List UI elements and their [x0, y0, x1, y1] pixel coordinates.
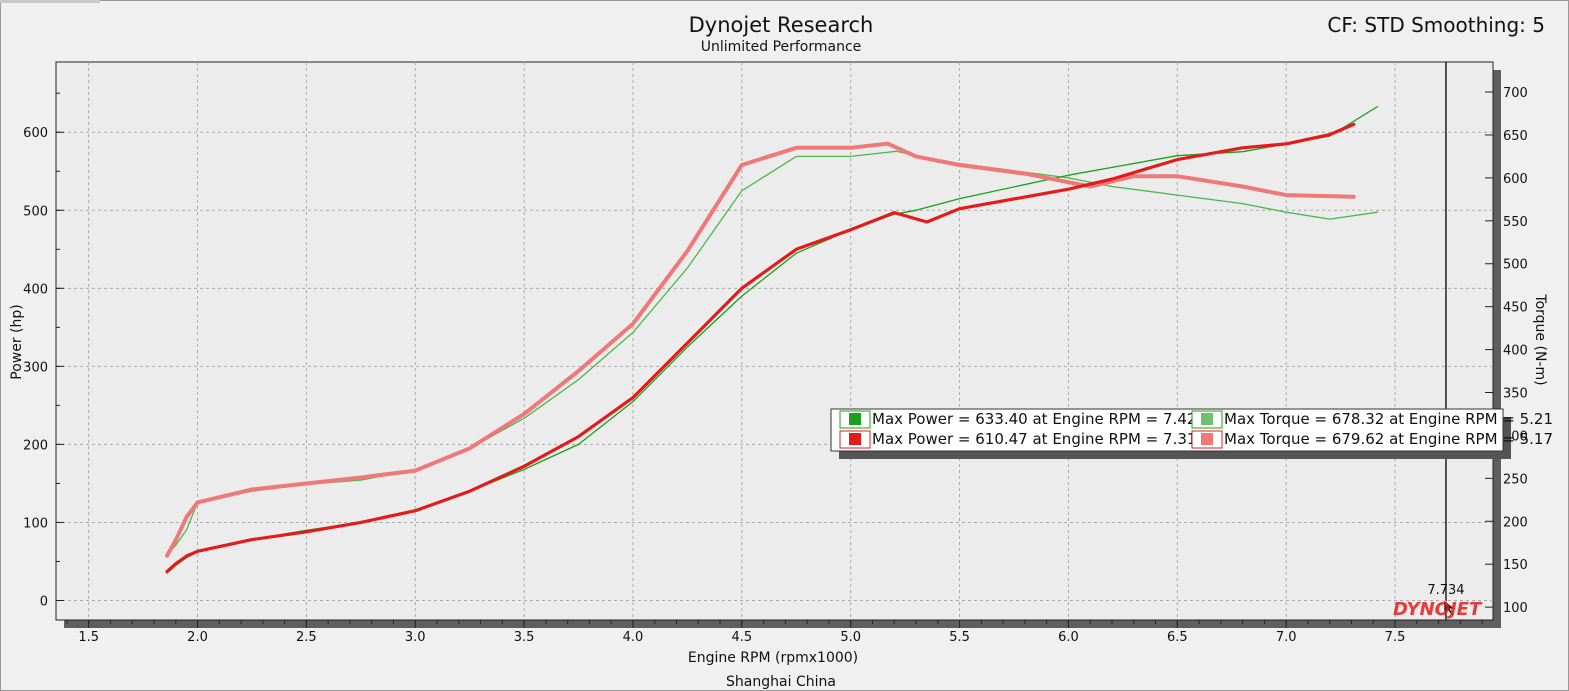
tab-strip[interactable]: [0, 0, 100, 3]
legend-item: Max Torque = 678.32 at Engine RPM = 5.21: [1191, 410, 1553, 429]
y-axis-label: Power (hp): [9, 304, 25, 379]
gridlines: [56, 62, 1493, 620]
x-tick-label: 3.5: [514, 630, 535, 645]
y2-tick-label: 400: [1503, 344, 1528, 359]
y-tick-label: 0: [40, 594, 48, 609]
footer-location: Shanghai China: [726, 674, 836, 690]
cursor-arrow-icon: [1443, 599, 1456, 617]
y-tick-label: 100: [23, 516, 48, 531]
legend-swatch-fill: [1201, 413, 1213, 425]
y2-tick-label: 450: [1503, 301, 1528, 316]
y2-axis-label: Torque (N-m): [1532, 293, 1548, 385]
legend-swatch-fill: [849, 433, 861, 445]
y2-tick-label: 350: [1503, 387, 1528, 402]
x-tick-label: 4.5: [731, 630, 752, 645]
x-tick-label: 6.5: [1167, 630, 1188, 645]
chart-title: Dynojet Research: [689, 13, 874, 37]
x-tick-label: 2.5: [296, 630, 317, 645]
legend-label: Max Power = 610.47 at Engine RPM = 7.31: [872, 430, 1196, 448]
x-tick-label: 6.0: [1058, 630, 1079, 645]
legend-item: Max Torque = 679.62 at Engine RPM = 5.17: [1191, 430, 1553, 449]
x-axis-label: Engine RPM (rpmx1000): [688, 650, 858, 666]
dynojet-logo: DYNOJET: [1393, 599, 1483, 620]
y-tick-label: 300: [23, 360, 48, 375]
y2-tick-label: 200: [1503, 515, 1528, 530]
y2-tick-label: 100: [1503, 601, 1528, 616]
y2-tick-label: 700: [1503, 86, 1528, 101]
y-tick-label: 600: [23, 126, 48, 141]
x-tick-label: 1.5: [78, 630, 99, 645]
x-tick-label: 7.0: [1276, 630, 1297, 645]
legend: Max Power = 633.40 at Engine RPM = 7.42 …: [830, 408, 1553, 459]
y2-tick-label: 150: [1503, 558, 1528, 573]
x-tick-label: 5.0: [840, 630, 861, 645]
chart-subtitle: Unlimited Performance: [701, 39, 862, 55]
legend-swatch-fill: [849, 413, 861, 425]
x-tick-label: 4.0: [623, 630, 644, 645]
rpm-cursor-value: 7.734: [1427, 583, 1464, 598]
y2-tick-label: 250: [1503, 472, 1528, 487]
legend-label: Max Power = 633.40 at Engine RPM = 7.42: [872, 410, 1196, 428]
series-group: [165, 105, 1379, 574]
legend-item: Max Power = 633.40 at Engine RPM = 7.42: [839, 410, 1196, 429]
legend-label: Max Torque = 679.62 at Engine RPM = 5.17: [1224, 430, 1553, 448]
y-axis-power: 0 100 200 300 400 500 600: [23, 92, 64, 609]
y-tick-label: 400: [23, 282, 48, 297]
y2-tick-label: 500: [1503, 258, 1528, 273]
x-tick-label: 7.5: [1385, 630, 1406, 645]
legend-item: Max Power = 610.47 at Engine RPM = 7.31: [839, 430, 1196, 449]
x-tick-label: 2.0: [187, 630, 208, 645]
y-tick-label: 200: [23, 438, 48, 453]
legend-label: Max Torque = 678.32 at Engine RPM = 5.21: [1224, 410, 1553, 428]
x-tick-label: 3.0: [405, 630, 426, 645]
legend-swatch-fill: [1201, 433, 1213, 445]
series-line: [165, 122, 1356, 574]
settings-label: CF: STD Smoothing: 5: [1327, 13, 1545, 37]
y2-tick-label: 550: [1503, 215, 1528, 230]
y-tick-label: 500: [23, 204, 48, 219]
y2-tick-label: 650: [1503, 129, 1528, 144]
legend-box: [830, 408, 1504, 452]
y2-tick-label: 600: [1503, 172, 1528, 187]
x-tick-label: 5.5: [949, 630, 970, 645]
x-axis: 1.5 2.0 2.5 3.0 3.5 4.0 4.5 5.0 5.5 6.0 6.5 7.0 7.5: [66, 620, 1483, 645]
series-line: [165, 141, 1356, 558]
